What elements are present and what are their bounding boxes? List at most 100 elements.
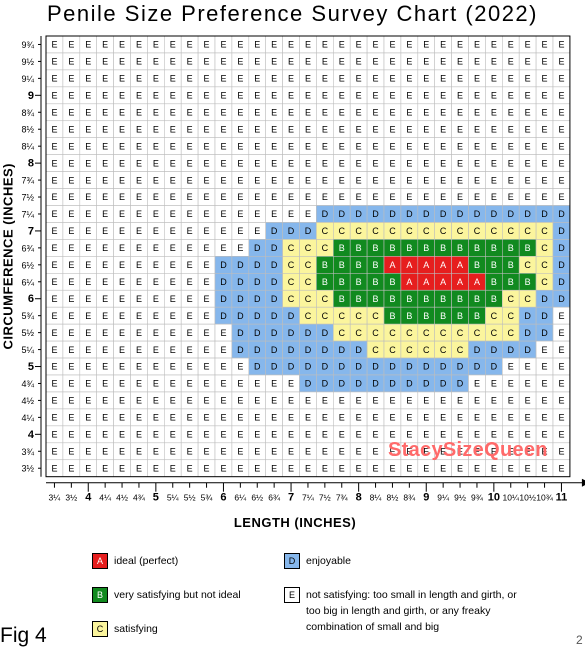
svg-text:E: E [119,362,125,372]
heatmap-cell-e: E [113,425,131,444]
heatmap-cell-d: D [282,357,300,376]
svg-text:E: E [474,158,480,168]
svg-text:E: E [170,74,176,84]
svg-text:E: E [204,74,210,84]
heatmap-cell-e: E [552,171,571,189]
heatmap-cell-e: E [147,256,165,274]
heatmap-cell-b: B [349,256,368,274]
svg-text:E: E [51,446,57,456]
svg-text:B: B [457,311,463,321]
heatmap-cell-d: D [468,340,486,359]
heatmap-cell-e: E [282,137,300,155]
svg-text:E: E [423,57,429,67]
heatmap-cell-e: E [79,442,98,461]
svg-text:E: E [85,430,91,440]
heatmap-cell-e: E [501,459,520,478]
heatmap-cell-e: E [349,86,368,105]
heatmap-cell-e: E [417,120,435,139]
svg-text:E: E [102,243,108,253]
heatmap-cell-e: E [248,425,267,444]
svg-text:E: E [170,243,176,253]
heatmap-cell-e: E [400,35,419,54]
svg-text:E: E [440,396,446,406]
heatmap-cell-e: E [79,222,98,240]
svg-text:B: B [423,243,429,253]
svg-text:E: E [457,40,463,50]
svg-text:E: E [68,226,74,236]
svg-text:E: E [508,413,514,423]
heatmap-cell-e: E [164,340,182,359]
heatmap-cell-e: E [231,205,250,223]
heatmap-cell-e: E [45,239,64,257]
svg-text:D: D [355,362,362,372]
heatmap-cell-e: E [316,459,334,478]
svg-text:E: E [542,463,548,473]
heatmap-cell-e: E [518,35,537,54]
heatmap-cell-e: E [383,103,402,122]
heatmap-cell-e: E [248,137,267,155]
heatmap-cell-e: E [299,35,317,54]
svg-text:E: E [271,107,277,117]
svg-text:D: D [254,243,261,253]
svg-text:E: E [525,446,531,456]
svg-text:E: E [136,379,142,389]
heatmap-cell-e: E [265,205,283,223]
heatmap-cell-e: E [417,86,435,105]
svg-text:E: E [305,141,311,151]
heatmap-cell-e: E [248,86,267,105]
svg-text:E: E [119,446,125,456]
heatmap-cell-e: E [299,69,317,88]
svg-text:B: B [491,260,497,270]
svg-text:C: C [541,260,548,270]
legend-swatch-enjoyable: D [284,553,300,569]
svg-text:E: E [525,40,531,50]
svg-text:E: E [525,430,531,440]
heatmap-cell-c: C [501,289,520,308]
svg-text:E: E [102,141,108,151]
svg-text:E: E [237,396,243,406]
heatmap-cell-c: C [349,222,368,240]
svg-text:D: D [254,294,261,304]
svg-text:E: E [389,396,395,406]
x-tick-label: 5 [153,492,159,504]
svg-text:E: E [423,175,429,185]
heatmap-cell-e: E [180,86,199,105]
svg-text:E: E [305,430,311,440]
svg-text:E: E [136,446,142,456]
svg-text:E: E [271,175,277,185]
svg-text:E: E [339,396,345,406]
svg-text:E: E [68,446,74,456]
svg-text:E: E [51,362,57,372]
svg-text:E: E [322,430,328,440]
heatmap-cell-e: E [180,323,199,342]
heatmap-cell-e: E [231,239,250,257]
svg-text:A: A [423,260,429,270]
svg-text:B: B [491,243,497,253]
heatmap-cell-e: E [214,442,233,461]
heatmap-cell-e: E [197,357,216,376]
svg-text:E: E [558,345,564,355]
heatmap-cell-e: E [417,408,435,427]
heatmap-cell-e: E [96,35,114,54]
svg-text:A: A [440,260,446,270]
x-tick-label: 10 [488,492,500,504]
heatmap-cell-c: C [299,289,317,308]
svg-text:E: E [558,413,564,423]
x-tick-label: 10¼ [502,493,519,503]
heatmap-cell-e: E [332,52,351,71]
heatmap-cell-e: E [485,137,503,155]
svg-text:E: E [68,209,74,219]
svg-text:B: B [339,243,345,253]
heatmap-cell-e: E [147,86,165,105]
heatmap-cell-e: E [349,69,368,88]
x-axis-label: LENGTH (INCHES) [233,515,357,530]
heatmap-cell-b: B [383,306,402,325]
heatmap-cell-e: E [366,391,385,410]
heatmap-cell-e: E [451,188,469,206]
svg-text:E: E [423,413,429,423]
svg-text:E: E [254,40,260,50]
heatmap-cell-e: E [282,171,300,189]
heatmap-cell-e: E [282,442,300,461]
heatmap-cell-e: E [180,120,199,139]
svg-text:E: E [51,311,57,321]
